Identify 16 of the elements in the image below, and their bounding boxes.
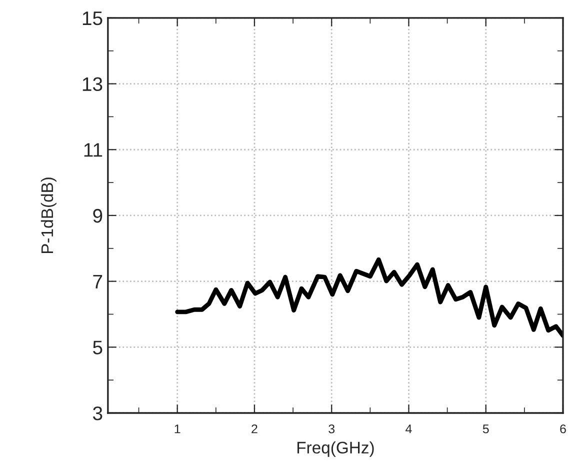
x-axis-title: Freq(GHz) bbox=[297, 441, 374, 457]
y-tick-label: 3 bbox=[92, 406, 102, 420]
x-tick-label: 5 bbox=[482, 424, 489, 434]
y-axis-title: P-1dB(dB) bbox=[40, 178, 56, 254]
y-tick-label: 15 bbox=[82, 12, 102, 26]
x-tick-label: 6 bbox=[560, 424, 566, 434]
y-tick-label: 7 bbox=[93, 274, 102, 288]
x-tick-label: 2 bbox=[252, 424, 258, 434]
y-tick-label: 5 bbox=[93, 340, 102, 354]
x-tick-label: 3 bbox=[328, 424, 335, 434]
y-tick-label: 13 bbox=[82, 77, 102, 92]
x-tick-label: 4 bbox=[406, 424, 412, 434]
y-tick-label: 11 bbox=[84, 143, 102, 157]
y-tick-label: 9 bbox=[93, 208, 102, 223]
line-series bbox=[175, 257, 564, 338]
x-tick-label: 1 bbox=[174, 424, 180, 434]
